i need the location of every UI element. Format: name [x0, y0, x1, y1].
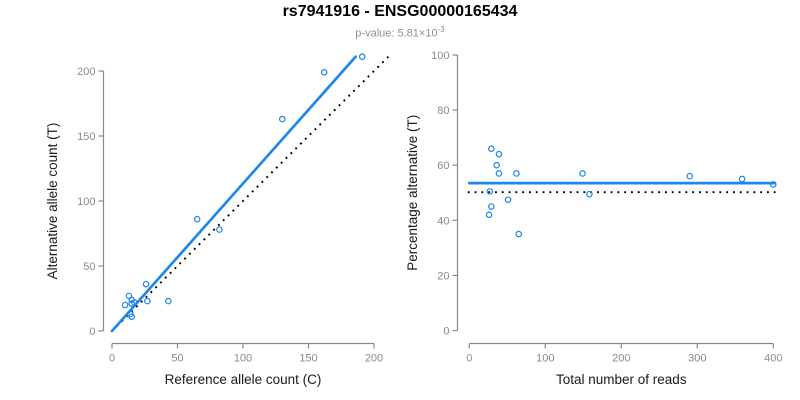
page-subtitle: p-value: 5.81×10-3: [0, 23, 800, 41]
percentage-scatter-x-tick-label: 200: [612, 353, 630, 365]
allele-counts-scatter-data-point: [358, 53, 366, 61]
percentage-scatter-y-axis-title: Percentage alternative (T): [405, 115, 420, 271]
percentage-scatter-x-tick-label: 400: [764, 353, 782, 365]
allele-counts-scatter-x-tick-label: 200: [365, 353, 383, 365]
regression-line: [110, 55, 358, 333]
percentage-scatter-data-point: [493, 161, 500, 169]
percentage-scatter-data-point: [579, 170, 586, 177]
percentage-scatter-x-tick-label: 0: [466, 353, 472, 365]
allele-counts-scatter-data-point: [130, 299, 138, 306]
allele-counts-scatter-data-point: [216, 226, 223, 233]
allele-counts-scatter-data-point: [128, 313, 135, 321]
pvalue-exponent: -3: [437, 25, 445, 34]
allele-counts-scatter-data-point: [121, 301, 129, 309]
allele-counts-scatter-data-point: [193, 215, 201, 223]
percentage-scatter-data-point: [495, 170, 503, 177]
allele-counts-scatter-data-point: [165, 297, 172, 305]
percentage-scatter-y-tick-label: 100: [431, 50, 449, 62]
allele-counts-scatter-y-tick-label: 50: [83, 261, 95, 273]
percentage-scatter-data-point: [769, 181, 777, 188]
allele-counts-scatter-y-tick-label: 150: [77, 131, 95, 143]
allele-counts-scatter-x-tick-label: 50: [171, 353, 183, 365]
allele-counts-scatter-data-point: [142, 280, 150, 288]
percentage-scatter-y-tick-label: 40: [437, 215, 449, 227]
percentage-scatter-y-tick-label: 80: [437, 105, 449, 117]
page-title: rs7941916 - ENSG00000165434: [282, 3, 518, 20]
allele-counts-scatter-data-point: [320, 69, 328, 76]
percentage-scatter-x-axis-title: Total number of reads: [556, 372, 687, 387]
percentage-scatter-data-point: [513, 170, 520, 177]
percentage-scatter-y-tick-label: 20: [437, 270, 449, 282]
allele-counts-scatter-x-axis-title: Reference allele count (C): [165, 372, 322, 387]
allele-counts-scatter-x-tick-label: 100: [234, 353, 252, 365]
pvalue-text: p-value: 5.81×10: [355, 27, 438, 40]
allele-counts-scatter-y-tick-label: 100: [77, 196, 95, 208]
percentage-scatter-data-point: [515, 230, 523, 238]
percentage-scatter-data-point: [485, 211, 493, 219]
allele-counts-scatter-data-point: [278, 115, 286, 123]
percentage-scatter-data-point: [504, 196, 512, 203]
allele-counts-scatter-y-tick-label: 0: [89, 326, 95, 338]
percentage-scatter-y-tick-label: 0: [443, 326, 449, 338]
percentage-scatter-data-point: [495, 150, 503, 158]
percentage-scatter-data-point: [686, 172, 694, 180]
allele-counts-scatter-y-tick-label: 200: [77, 66, 95, 78]
identity-line: [111, 56, 390, 332]
percentage-scatter-data-point: [738, 175, 746, 183]
percentage-scatter-data-point: [486, 188, 494, 195]
percentage-scatter-y-tick-label: 60: [437, 160, 449, 172]
percentage-scatter-data-point: [586, 190, 593, 198]
figure-header: rs7941916 - ENSG00000165434 p-value: 5.8…: [0, 2, 800, 41]
percentage-scatter-x-tick-label: 300: [688, 353, 706, 365]
allele-counts-scatter-x-tick-label: 150: [299, 353, 317, 365]
percentage-scatter-data-point: [488, 203, 495, 210]
percentage-scatter-data-point: [488, 145, 495, 152]
allele-counts-scatter-y-axis-title: Alternative allele count (T): [45, 123, 60, 280]
percentage-scatter-x-tick-label: 100: [536, 353, 554, 365]
allele-counts-scatter-data-point: [144, 297, 151, 305]
allele-counts-scatter-x-tick-label: 0: [109, 353, 115, 365]
